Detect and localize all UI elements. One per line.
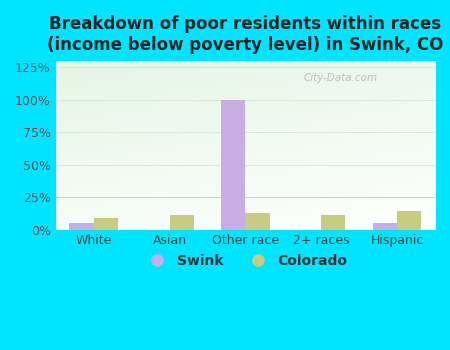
Bar bbox=[321, 215, 346, 230]
Bar bbox=[94, 218, 118, 230]
Bar bbox=[397, 211, 421, 230]
Bar bbox=[221, 100, 245, 230]
Bar bbox=[170, 215, 194, 230]
Bar bbox=[69, 223, 94, 230]
Title: Breakdown of poor residents within races
(income below poverty level) in Swink, : Breakdown of poor residents within races… bbox=[47, 15, 444, 54]
Bar bbox=[245, 213, 270, 230]
Text: City-Data.com: City-Data.com bbox=[303, 73, 377, 83]
Legend: Swink, Colorado: Swink, Colorado bbox=[138, 248, 353, 273]
Bar bbox=[373, 223, 397, 230]
